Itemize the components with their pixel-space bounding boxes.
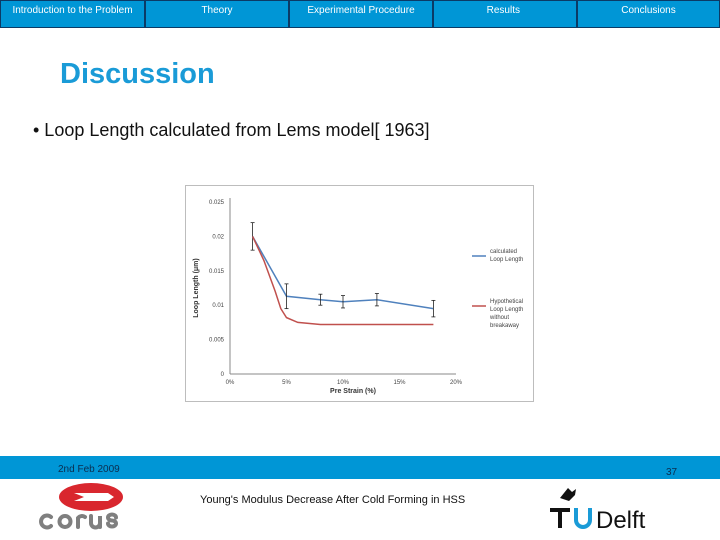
- x-tick-label: 10%: [337, 380, 350, 386]
- x-tick-label: 0%: [226, 380, 235, 386]
- x-tick-label: 20%: [450, 380, 463, 386]
- corus-logo: [36, 482, 146, 532]
- tab-theory[interactable]: Theory: [145, 0, 289, 28]
- footer-date: 2nd Feb 2009: [58, 464, 120, 475]
- bullet-text: • Loop Length calculated from Lems model…: [33, 120, 430, 140]
- tudelft-logo: Delft: [548, 486, 664, 534]
- x-tick-label: 5%: [282, 380, 291, 386]
- legend-label: calculated Loop Length: [490, 249, 523, 263]
- top-navigation: Introduction to the Problem Theory Exper…: [0, 0, 720, 28]
- footer-band: [0, 456, 720, 479]
- legend-label: Hypothetical Loop Length without breakaway: [489, 299, 523, 329]
- corus-logo-icon: [39, 483, 123, 530]
- y-tick-label: 0.005: [209, 338, 225, 344]
- series-line: [251, 236, 434, 326]
- y-tick-label: 0.015: [209, 269, 225, 275]
- tab-results[interactable]: Results: [433, 0, 577, 28]
- tudelft-logo-icon: Delft: [550, 488, 646, 534]
- chart-canvas: 0 0.005 0.01 0.015 0.02 0.025 0% 5% 10% 15% 20% Pre…: [193, 198, 523, 395]
- y-tick-label: 0.025: [209, 200, 225, 206]
- x-tick-label: 15%: [393, 380, 406, 386]
- footer-subtitle: Young's Modulus Decrease After Cold Form…: [200, 494, 466, 506]
- y-axis-title: Loop Length (μm): [193, 258, 200, 318]
- series-line: [251, 236, 434, 310]
- tab-experimental-procedure[interactable]: Experimental Procedure: [289, 0, 433, 28]
- loop-length-chart: 0 0.005 0.01 0.015 0.02 0.025 0% 5% 10% 15% 20% Pre…: [185, 185, 534, 402]
- page-number: 37: [666, 467, 678, 478]
- tab-conclusions[interactable]: Conclusions: [577, 0, 720, 28]
- tudelft-wordmark: Delft: [596, 507, 646, 532]
- tab-introduction[interactable]: Introduction to the Problem: [0, 0, 145, 28]
- y-tick-label: 0.02: [212, 234, 224, 240]
- y-tick-label: 0: [221, 372, 225, 378]
- x-axis-title: Pre Strain (%): [330, 388, 376, 395]
- slide-title: Discussion: [60, 58, 215, 90]
- y-tick-label: 0.01: [212, 303, 224, 309]
